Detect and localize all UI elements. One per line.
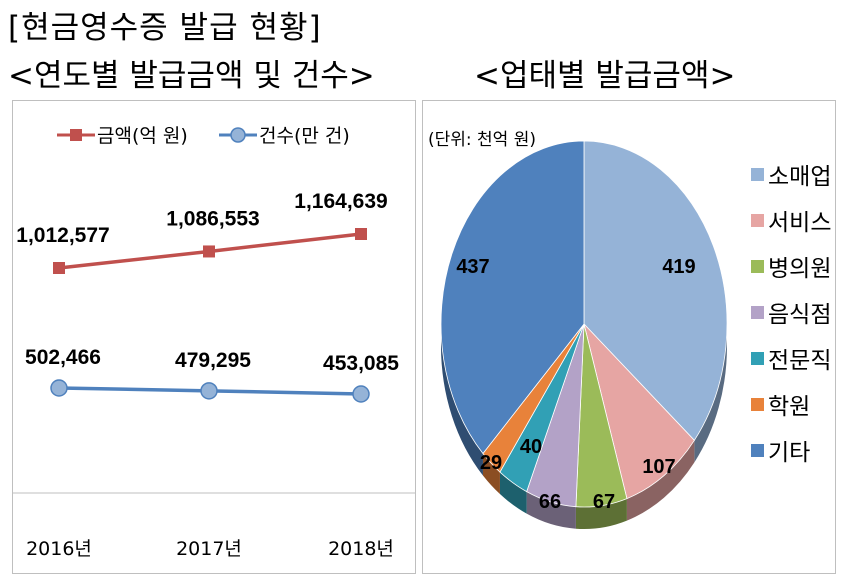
- legend-label-5: 전문직: [768, 348, 831, 374]
- pie-data-label: 67: [593, 491, 615, 513]
- amount-point: [53, 262, 65, 274]
- pie-data-label: 66: [539, 491, 561, 513]
- legend-swatch: [751, 306, 764, 319]
- pie-slice-side: [441, 324, 483, 476]
- legend-swatch: [751, 260, 764, 273]
- legend-swatch: [751, 444, 764, 457]
- amount-point: [203, 245, 215, 258]
- count-point: [50, 379, 68, 397]
- pie-slice-side: [499, 472, 527, 514]
- legend-count-label: 건수(만 건): [259, 125, 350, 147]
- legend-swatch: [751, 168, 764, 181]
- legend-label-2: 서비스: [768, 210, 831, 236]
- legend-label-6: 학원: [768, 394, 810, 420]
- pie-slice-side: [694, 324, 727, 463]
- count-point: [352, 385, 370, 403]
- x-tick-label: 2016년: [26, 538, 92, 560]
- pie-slice-side: [482, 453, 500, 495]
- count-point: [200, 382, 218, 400]
- legend-swatch: [751, 398, 764, 411]
- x-tick-label: 2017년: [176, 538, 242, 560]
- pie-slice-side: [626, 440, 695, 521]
- pie-unit-note: (단위: 천억 원): [428, 130, 536, 150]
- pie-data-label: 40: [520, 436, 542, 458]
- legend-label-1: 소매업: [768, 164, 831, 190]
- legend-label-4: 음식점: [768, 302, 831, 328]
- amount-data-label: 1,012,577: [16, 224, 109, 247]
- page-title: [현금영수증 발급 현황]: [8, 10, 322, 46]
- pie-slice-side: [526, 491, 576, 529]
- pie-slice-7: [440, 140, 585, 455]
- pie-chart-heading: <업태별 발급금액>: [474, 58, 736, 94]
- line-chart-heading: <연도별 발급금액 및 건수>: [8, 58, 375, 94]
- line-chart: 금액(억 원) 건수(만 건) 1,012,577 1,086,553 1,164,63…: [13, 125, 415, 560]
- amount-data-label: 1,086,553: [166, 207, 259, 230]
- legend-amount-marker: [70, 129, 82, 141]
- pie-slice-2: [583, 322, 695, 500]
- pie-slice-side: [575, 498, 627, 529]
- count-data-label: 502,466: [25, 346, 101, 369]
- x-tick-label: 2018년: [328, 538, 394, 560]
- amount-point: [355, 228, 367, 240]
- line-chart-panel: 금액(억 원) 건수(만 건) 1,012,577 1,086,553 1,164,63…: [12, 100, 416, 574]
- legend-swatch: [751, 214, 764, 227]
- legend-label-3: 병의원: [768, 256, 831, 282]
- amount-data-label: 1,164,639: [294, 190, 387, 213]
- pie-chart: (단위: 천억 원) 419 107 67 66 40 29 437 소매업서비스병의원음식점전…: [428, 130, 831, 529]
- pie-data-label: 29: [480, 452, 502, 474]
- pie-data-label: 437: [456, 256, 489, 278]
- legend-count-marker: [230, 127, 246, 143]
- pie-data-label: 107: [642, 456, 675, 478]
- legend-swatch: [751, 352, 764, 365]
- legend-amount-label: 금액(억 원): [97, 125, 188, 147]
- pie-slice-1: [583, 140, 728, 441]
- count-data-label: 453,085: [323, 352, 399, 375]
- pie-data-label: 419: [662, 256, 695, 278]
- count-data-label: 479,295: [175, 349, 251, 372]
- legend-label-7: 기타: [768, 440, 810, 466]
